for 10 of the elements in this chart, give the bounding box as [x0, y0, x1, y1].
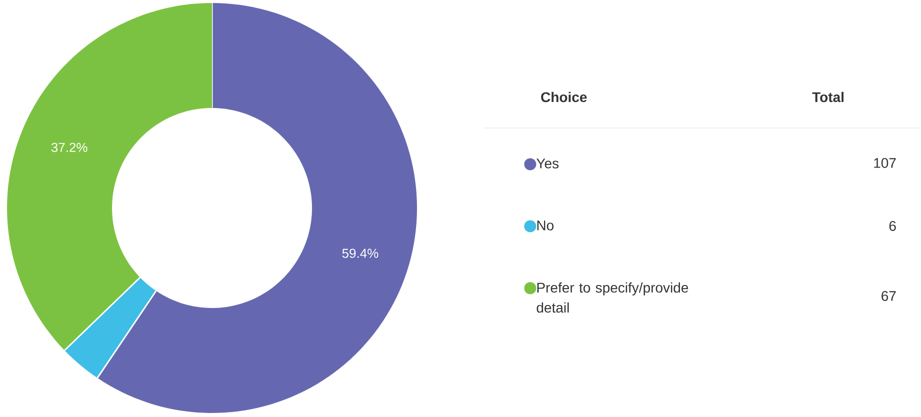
text: Total: [812, 92, 844, 102]
legend-label: Prefer to specify/provide detail: [536, 282, 688, 313]
legend-label: Yes: [536, 158, 559, 168]
text: 59.4%: [342, 248, 378, 258]
data-label: 67: [882, 291, 896, 301]
legend-label: No: [537, 220, 554, 230]
text: 37.2%: [51, 142, 88, 152]
data-label: 6: [889, 221, 896, 231]
legend-title: Choice: [541, 92, 587, 102]
data-label: 107: [874, 158, 896, 168]
